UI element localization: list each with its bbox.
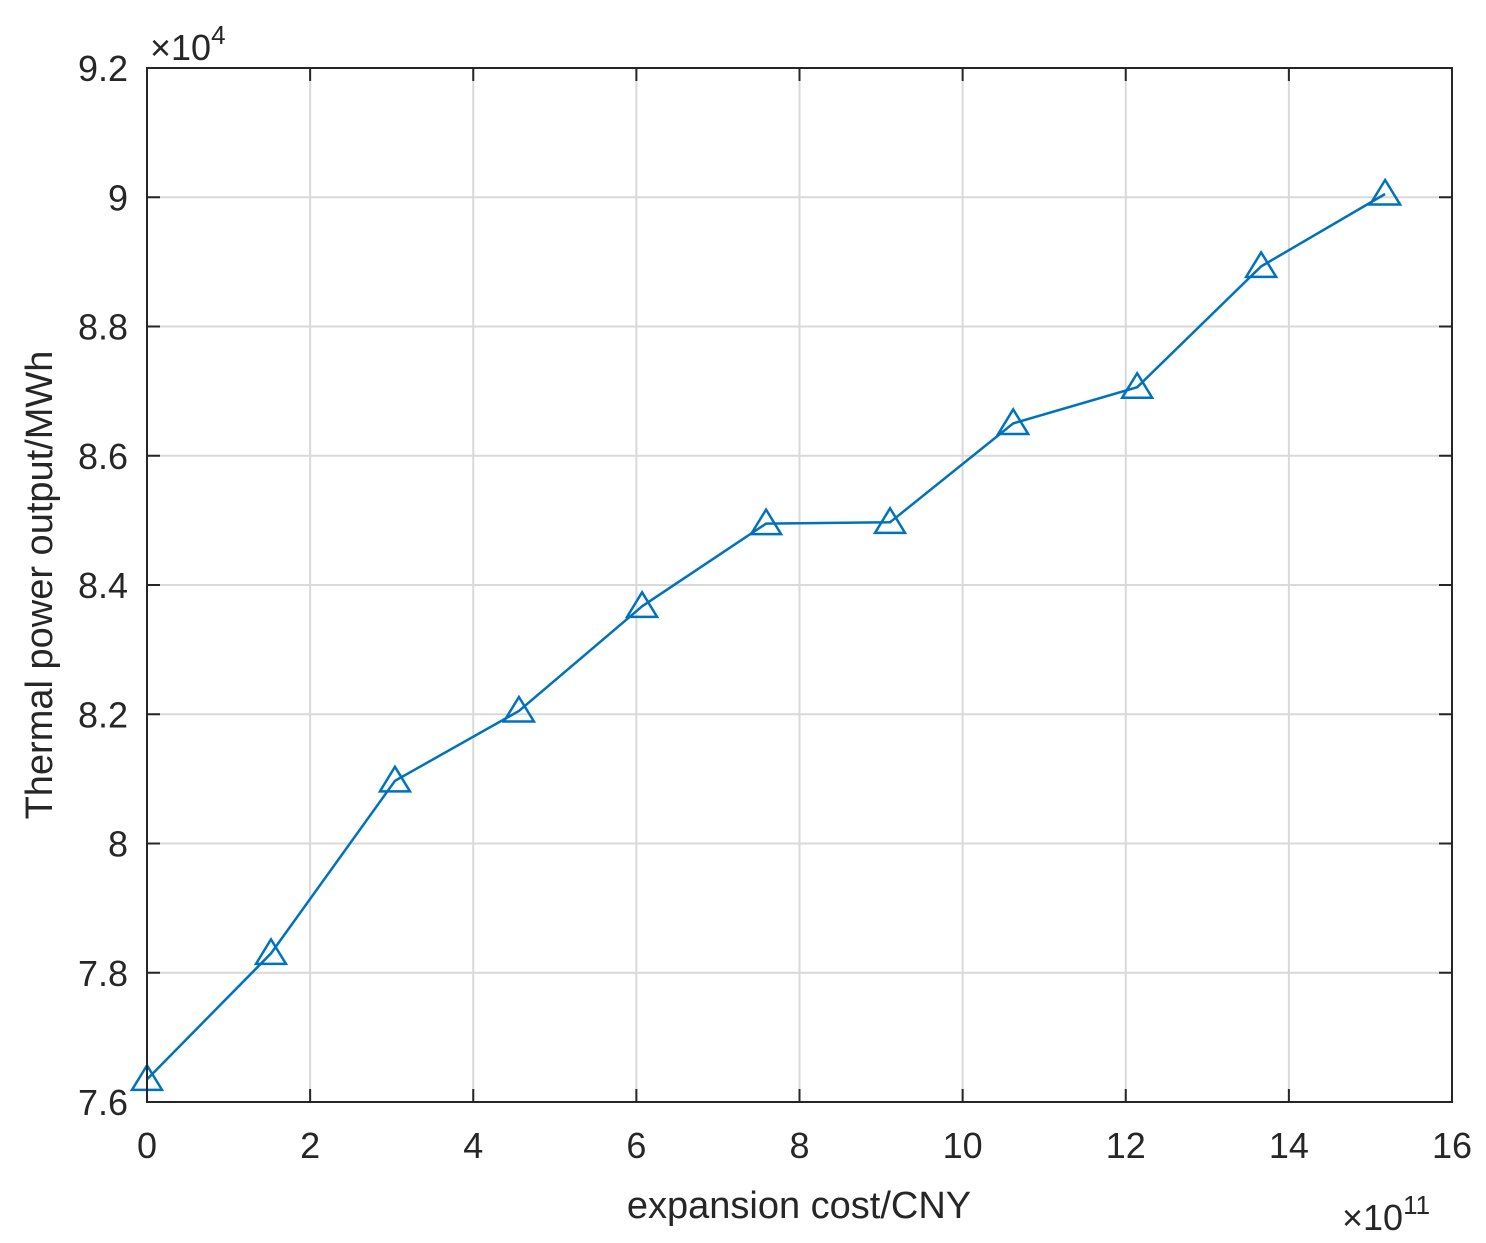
x-axis-label: expansion cost/CNY <box>627 1185 971 1227</box>
y-tick-label: 8.2 <box>78 694 128 735</box>
axes-box <box>146 67 1453 1103</box>
x-axis-exponent: ×1011 <box>1342 1190 1430 1238</box>
x-tick-label: 8 <box>789 1125 809 1166</box>
grid-lines <box>147 68 1452 1102</box>
y-tick-label: 7.8 <box>78 953 128 994</box>
y-tick-label: 8.4 <box>78 565 128 606</box>
x-tick-label: 0 <box>137 1125 157 1166</box>
data-point-marker <box>995 407 1031 436</box>
series-group <box>129 177 1403 1092</box>
data-point-marker <box>501 694 537 723</box>
data-point-marker <box>377 764 413 793</box>
x-exponent-power: 11 <box>1403 1190 1430 1220</box>
x-tick-label: 10 <box>943 1125 983 1166</box>
x-tick-label: 16 <box>1432 1125 1472 1166</box>
data-point-marker <box>872 505 908 535</box>
x-exponent-base: ×10 <box>1342 1197 1403 1238</box>
tick-labels: 0 2 4 6 8 10 12 14 16 7.6 7.8 8 8.2 8.4 8.6 8.8 9 9.2 <box>78 48 1472 1166</box>
y-exponent-power: 4 <box>211 20 225 50</box>
data-point-marker <box>1243 250 1279 279</box>
series-line <box>146 192 1386 1081</box>
data-point-marker <box>748 507 784 536</box>
x-tick-label: 4 <box>463 1125 483 1166</box>
data-point-marker <box>624 589 660 619</box>
data-point-marker <box>1367 177 1403 206</box>
y-tick-label: 7.6 <box>78 1082 128 1123</box>
y-tick-label: 8.8 <box>78 307 128 348</box>
y-tick-label: 9.2 <box>78 48 128 89</box>
x-tick-label: 2 <box>300 1125 320 1166</box>
data-point-marker <box>253 936 289 966</box>
data-point-marker <box>1119 370 1155 399</box>
y-axis-label: Thermal power output/MWh <box>19 351 61 820</box>
y-tick-label: 9 <box>108 177 128 218</box>
x-tick-label: 14 <box>1269 1125 1309 1166</box>
y-axis-exponent: ×104 <box>150 20 226 68</box>
x-tick-label: 6 <box>626 1125 646 1166</box>
y-tick-label: 8.6 <box>78 436 128 477</box>
y-tick-label: 8 <box>108 824 128 865</box>
y-exponent-base: ×10 <box>150 27 211 68</box>
x-tick-label: 12 <box>1106 1125 1146 1166</box>
